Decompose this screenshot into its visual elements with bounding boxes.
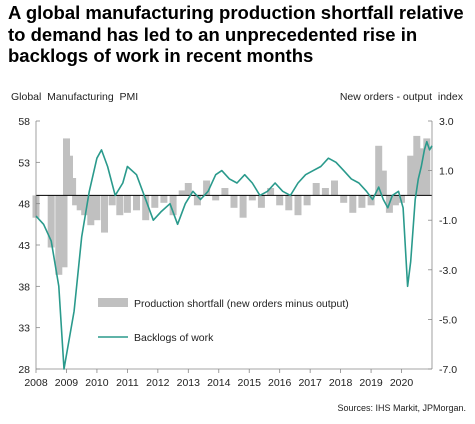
right-tick-label: 1.0 (439, 166, 454, 178)
x-tick-label: 2009 (55, 377, 79, 389)
shortfall-bar (108, 195, 116, 206)
shortfall-bar (331, 180, 338, 196)
shortfall-bar (184, 183, 192, 196)
left-axis-title: Global Manufacturing PMI (11, 91, 138, 103)
legend-label-line: Backlogs of work (134, 332, 214, 344)
x-tick-label: 2013 (177, 377, 201, 389)
shortfall-bar (294, 195, 302, 216)
shortfall-bar (221, 188, 229, 196)
chart-title: A global manufacturing production shortf… (8, 2, 464, 66)
left-tick-label: 33 (18, 323, 30, 335)
shortfall-bar (193, 195, 201, 206)
shortfall-bar (423, 138, 431, 196)
right-tick-label: 3.0 (439, 116, 454, 128)
shortfall-bar (257, 195, 265, 208)
shortfall-bar (276, 195, 284, 206)
x-tick-label: 2016 (268, 377, 292, 389)
shortfall-bar (47, 195, 55, 248)
shortfall-bar (169, 195, 177, 216)
x-tick-label: 2011 (116, 377, 139, 389)
shortfall-bar (267, 188, 275, 196)
shortfall-bar (133, 195, 140, 211)
shortfall-bar (358, 195, 366, 208)
shortfall-bar (87, 195, 95, 226)
x-tick-label: 2015 (238, 377, 262, 389)
source-note: Sources: IHS Markit, JPMorgan. (337, 403, 466, 413)
legend: Production shortfall (new orders minus o… (98, 298, 349, 344)
shortfall-bar (72, 195, 80, 206)
right-tick-label: -3.0 (439, 265, 457, 277)
shortfall-bar (303, 195, 311, 206)
x-tick-label: 2010 (85, 377, 109, 389)
shortfall-bar (379, 170, 387, 196)
left-tick-label: 58 (18, 116, 30, 128)
shortfall-bar (93, 195, 101, 221)
shortfall-bar (81, 195, 89, 216)
right-tick-label: -7.0 (439, 364, 457, 376)
x-tick-label: 2012 (146, 377, 170, 389)
left-tick-label: 28 (18, 364, 30, 376)
shortfall-bar (203, 180, 211, 196)
x-tick-label: 2018 (329, 377, 353, 389)
shortfall-bar (160, 195, 168, 203)
shortfall-bar (142, 195, 150, 221)
right-tick-label: -1.0 (439, 215, 457, 227)
shortfall-bar (76, 195, 84, 211)
shortfall-bar (60, 195, 68, 268)
x-tick-label: 2019 (359, 377, 383, 389)
labels-layer: 58 53 48 43 38 33 28 3.0 1.0 -1.0 -3.0 -5.0 -7.0 2008… (11, 91, 464, 389)
shortfall-bar (285, 195, 293, 211)
shortfall-bar (367, 195, 375, 206)
left-tick-label: 48 (18, 199, 30, 211)
shortfall-bar (312, 183, 320, 196)
backlogs-line (35, 140, 433, 370)
shortfall-bar (419, 148, 427, 196)
shortfall-bar (230, 195, 238, 208)
right-axis-title: New orders - output index (340, 91, 464, 103)
left-tick-label: 53 (18, 157, 30, 169)
shortfall-bar (340, 195, 348, 203)
x-tick-label: 2014 (207, 377, 231, 389)
left-tick-label: 38 (18, 281, 30, 293)
legend-label-bars: Production shortfall (new orders minus o… (134, 298, 349, 310)
shortfall-bar (69, 178, 77, 196)
line-layer (35, 140, 433, 370)
shortfall-bar (212, 195, 220, 201)
shortfall-bar (101, 195, 108, 233)
shortfall-bar (391, 195, 399, 206)
shortfall-bar (407, 155, 415, 196)
axes-layer (35, 120, 433, 373)
shortfall-bar (66, 155, 73, 196)
x-tick-label: 2008 (24, 377, 48, 389)
shortfall-bar (248, 195, 256, 201)
shortfall-bar (151, 195, 159, 208)
shortfall-bar (123, 195, 131, 213)
shortfall-bar (349, 195, 357, 213)
x-tick-label: 2017 (298, 377, 322, 389)
legend-swatch-bars (98, 298, 128, 307)
shortfall-bar (116, 195, 124, 216)
shortfall-bar (178, 190, 186, 196)
shortfall-bar (321, 188, 329, 196)
bars-layer (32, 135, 431, 275)
x-tick-label: 2020 (390, 377, 414, 389)
shortfall-bar (413, 135, 421, 196)
shortfall-bar (239, 195, 247, 218)
shortfall-bar (375, 145, 383, 196)
right-tick-label: -5.0 (439, 314, 457, 326)
left-tick-label: 43 (18, 240, 30, 252)
shortfall-bar (55, 195, 63, 275)
